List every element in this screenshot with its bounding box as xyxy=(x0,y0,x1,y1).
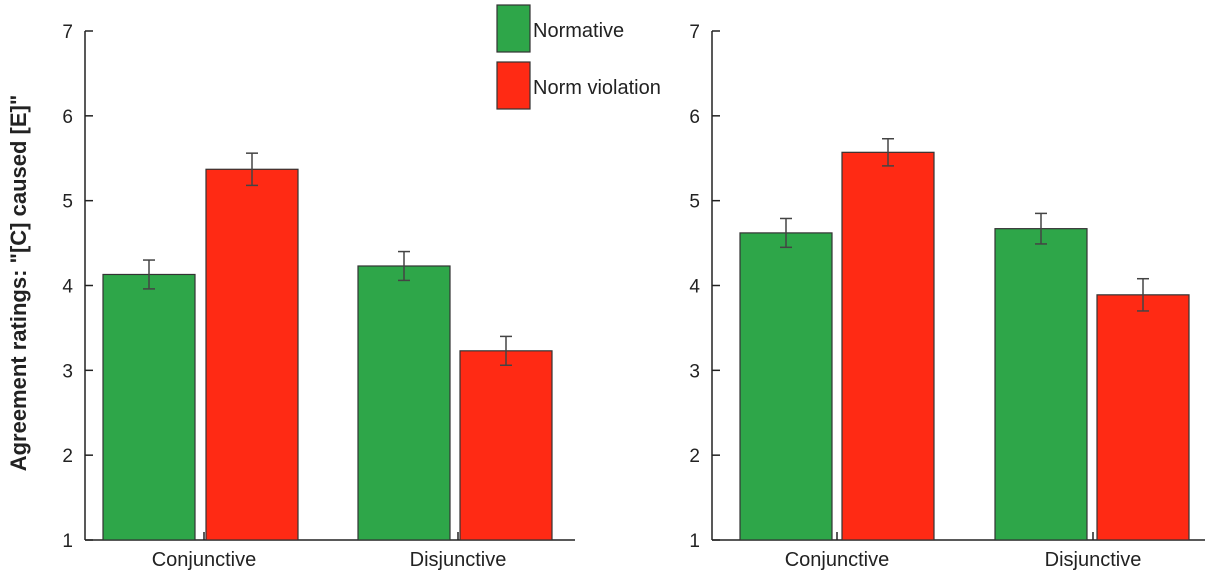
left-chart-panel: 1 2 3 4 5 6 7 Conjunctive Disjunctive xyxy=(62,22,575,571)
y-tick-label: 5 xyxy=(62,192,73,213)
legend-swatch-norm-violation xyxy=(496,61,531,110)
y-tick-label: 7 xyxy=(62,22,73,43)
legend-label: Norm violation xyxy=(533,77,661,99)
bar-normative xyxy=(102,273,196,541)
y-tick-label: 3 xyxy=(689,361,700,382)
y-tick-label: 4 xyxy=(62,277,73,298)
bar-normative xyxy=(739,232,833,541)
y-tick-label: 1 xyxy=(689,531,700,552)
x-category-label: Disjunctive xyxy=(1045,549,1142,571)
bar-norm-violation xyxy=(1096,294,1190,541)
x-category-label: Conjunctive xyxy=(152,549,257,571)
y-tick-label: 6 xyxy=(689,107,700,128)
y-tick-label: 3 xyxy=(62,361,73,382)
x-category-label: Conjunctive xyxy=(785,549,890,571)
right-chart-panel: 1 2 3 4 5 6 7 Conjunctive Disjunctive xyxy=(689,22,1205,571)
legend: Normative Norm violation xyxy=(496,4,661,110)
bar-norm-violation xyxy=(205,168,299,541)
bar-norm-violation xyxy=(841,151,935,541)
x-category-label: Disjunctive xyxy=(410,549,507,571)
y-axis-label: Agreement ratings: "[C] caused [E]" xyxy=(6,95,31,472)
bar-norm-violation xyxy=(459,350,553,541)
y-tick-label: 6 xyxy=(62,107,73,128)
y-tick-label: 5 xyxy=(689,192,700,213)
bar-normative xyxy=(994,228,1088,541)
legend-swatch-normative xyxy=(496,4,531,53)
legend-label: Normative xyxy=(533,20,624,42)
y-tick-label: 7 xyxy=(689,22,700,43)
y-tick-label: 1 xyxy=(62,531,73,552)
y-tick-label: 2 xyxy=(62,446,73,467)
bar-normative xyxy=(357,265,451,541)
y-tick-label: 2 xyxy=(689,446,700,467)
y-tick-label: 4 xyxy=(689,277,700,298)
